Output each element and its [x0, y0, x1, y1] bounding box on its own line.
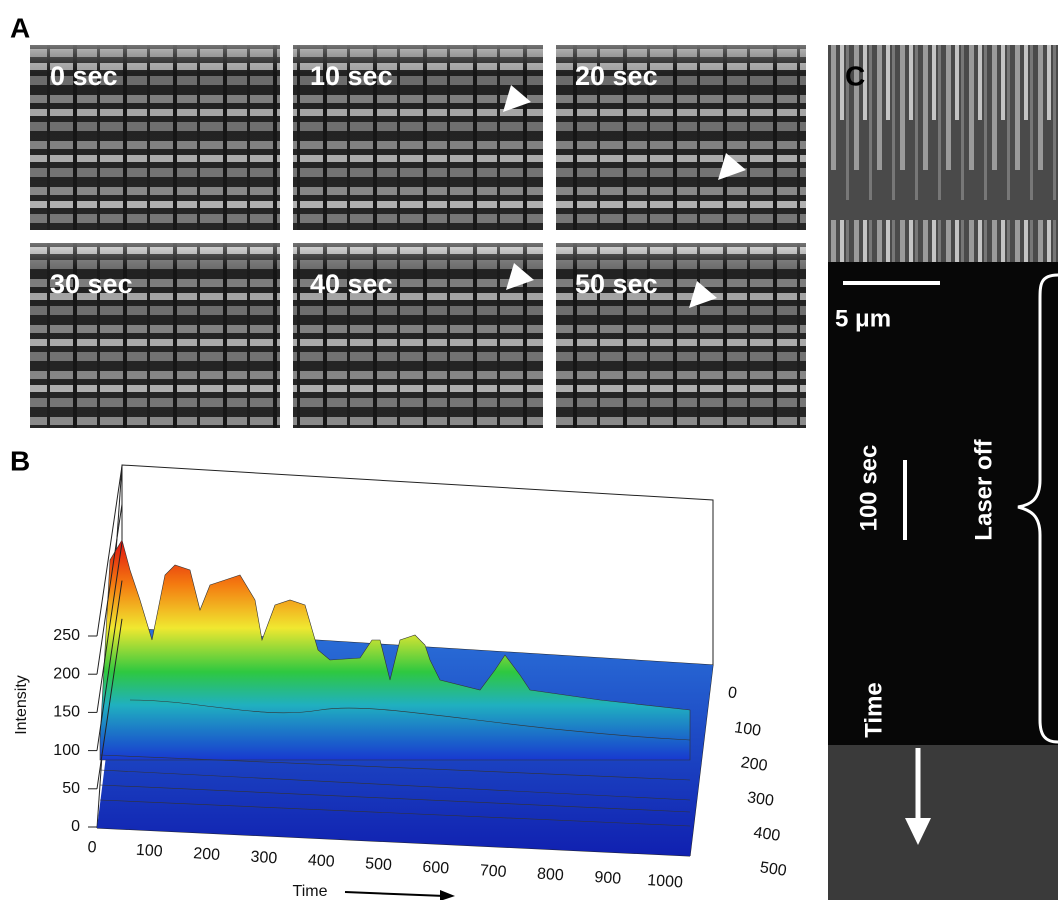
z-tick-label: 0: [727, 684, 738, 702]
x-tick-label: 0: [87, 839, 97, 857]
surface-plot: [96, 464, 714, 857]
grid-line: [96, 465, 123, 637]
x-tick-label: 900: [594, 869, 622, 888]
y-tick-label: 150: [53, 704, 80, 721]
axis-label: Time: [293, 883, 328, 900]
brace: [1017, 273, 1058, 744]
x-tick-label: 400: [307, 852, 335, 871]
panel-label: B: [10, 445, 30, 476]
grid-line: [96, 618, 123, 789]
x-tick-label: 500: [365, 855, 393, 874]
y-tick-label: 100: [53, 742, 80, 759]
panel-label: A: [10, 12, 30, 43]
time-arrow: [905, 748, 931, 845]
time-bar-label: 100 sec: [855, 445, 882, 532]
kymograph-dark: [828, 262, 1058, 745]
x-tick-label: 100: [135, 842, 163, 861]
frame-images: [30, 45, 806, 428]
grid-line: [96, 580, 123, 751]
x-tick-label: 800: [537, 866, 565, 885]
y-tick-label: 0: [71, 818, 80, 835]
time-label: Time: [860, 682, 887, 738]
arrow: [344, 890, 455, 901]
scale-label: 5 μm: [835, 305, 891, 332]
frame-label: 30 sec: [50, 269, 133, 299]
axis-label: Intensity: [13, 675, 30, 735]
grid-line: [96, 542, 123, 713]
z-tick-label: 300: [746, 789, 775, 810]
y-tick-label: 250: [53, 627, 80, 644]
x-tick-label: 300: [250, 849, 278, 868]
y-tick-label: 50: [62, 780, 80, 797]
x-tick-label: 1000: [647, 872, 684, 891]
frame-label: 0 sec: [50, 61, 118, 91]
grid-line: [96, 504, 123, 675]
z-tick-label: 400: [752, 824, 781, 845]
z-tick-label: 200: [740, 754, 769, 775]
y-tick-label: 200: [53, 665, 80, 682]
z-tick-label: 500: [759, 859, 788, 880]
x-tick-label: 600: [422, 859, 450, 878]
x-tick-label: 200: [193, 845, 221, 864]
frame-label: 10 sec: [310, 61, 393, 91]
z-tick-label: 100: [733, 719, 762, 740]
frame-label: 50 sec: [575, 269, 658, 299]
x-tick-label: 700: [479, 862, 507, 881]
annotation: Laser off: [970, 438, 997, 540]
kymograph-bottom: [828, 745, 1058, 900]
frame-label: 40 sec: [310, 269, 393, 299]
panel-label: C: [845, 60, 865, 91]
frame-label: 20 sec: [575, 61, 658, 91]
kymograph-top: [828, 45, 1058, 262]
